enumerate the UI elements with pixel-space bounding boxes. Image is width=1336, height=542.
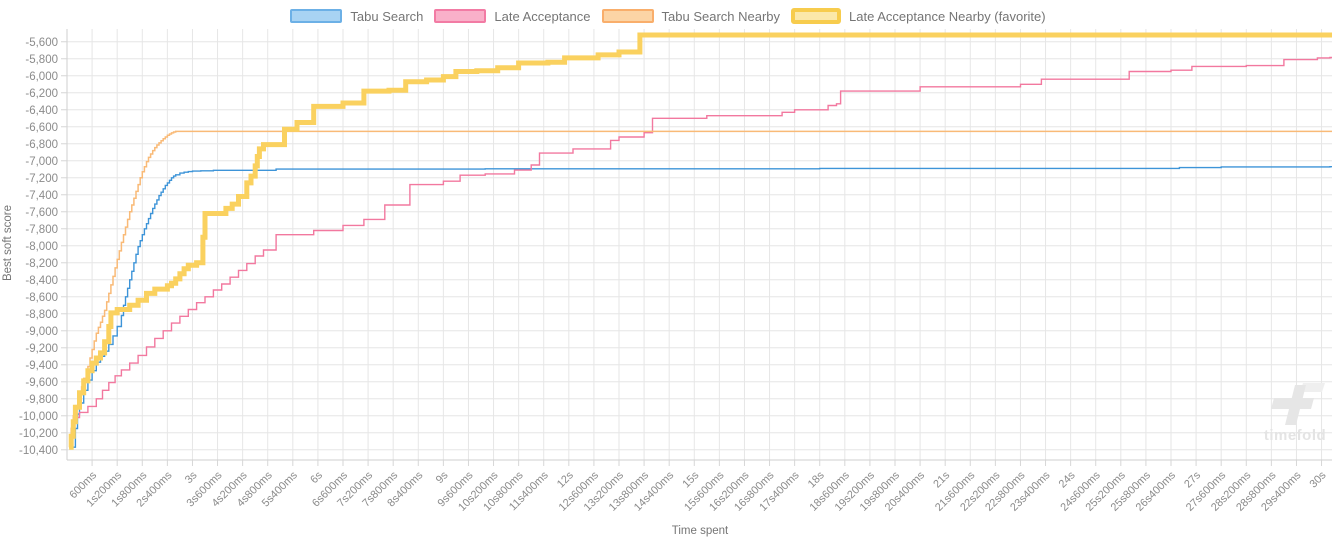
- svg-text:-10,000: -10,000: [19, 411, 58, 423]
- timefold-logo-icon: [1300, 383, 1325, 392]
- legend-item-tabu-search-nearby[interactable]: Tabu Search Nearby: [601, 8, 781, 24]
- legend-label: Tabu Search: [350, 8, 424, 24]
- chart-grid: [66, 29, 1332, 461]
- y-axis-title: Best soft score: [2, 205, 14, 281]
- svg-text:-10,400: -10,400: [19, 445, 58, 457]
- svg-text:-6,600: -6,600: [25, 122, 58, 134]
- legend-label: Late Acceptance: [494, 8, 591, 24]
- svg-text:-7,000: -7,000: [25, 156, 58, 168]
- svg-text:-7,400: -7,400: [25, 190, 58, 202]
- svg-text:15s: 15s: [680, 469, 701, 490]
- svg-text:12s: 12s: [555, 469, 576, 490]
- svg-text:-8,000: -8,000: [25, 241, 58, 253]
- series-line-late-acceptance: [69, 56, 1332, 448]
- svg-text:-8,400: -8,400: [25, 275, 58, 287]
- legend-item-late-acceptance-nearby-favorite[interactable]: Late Acceptance Nearby (favorite): [791, 8, 1046, 24]
- svg-text:-9,000: -9,000: [25, 326, 58, 338]
- svg-text:-6,200: -6,200: [25, 88, 58, 100]
- legend-item-late-acceptance[interactable]: Late Acceptance: [434, 8, 591, 24]
- svg-text:30s: 30s: [1308, 469, 1329, 490]
- series-line-tabu-search-nearby: [69, 130, 1332, 448]
- svg-text:-6,800: -6,800: [25, 139, 58, 151]
- series-line-tabu-search: [73, 166, 1332, 448]
- svg-text:24s: 24s: [1057, 469, 1078, 490]
- chart-series: [68, 32, 1332, 450]
- x-axis-title: Time spent: [672, 525, 729, 537]
- svg-text:3s: 3s: [183, 469, 200, 486]
- legend-item-tabu-search[interactable]: Tabu Search: [290, 9, 423, 24]
- svg-text:-7,200: -7,200: [25, 173, 58, 185]
- svg-text:-9,400: -9,400: [25, 360, 58, 372]
- svg-text:27s: 27s: [1182, 469, 1203, 490]
- legend-label: Tabu Search Nearby: [661, 8, 781, 24]
- svg-text:-7,800: -7,800: [25, 224, 58, 236]
- legend-swatch-tabu-search-nearby: [601, 9, 654, 23]
- svg-text:-8,600: -8,600: [25, 292, 58, 304]
- legend-label: Late Acceptance Nearby (favorite): [849, 8, 1046, 24]
- svg-text:-9,600: -9,600: [25, 377, 58, 389]
- timefold-watermark: timefold: [1264, 383, 1326, 444]
- svg-text:-9,800: -9,800: [25, 394, 58, 406]
- svg-text:-5,600: -5,600: [25, 37, 58, 49]
- svg-text:21s: 21s: [931, 469, 952, 490]
- svg-text:6s: 6s: [308, 469, 325, 486]
- svg-text:-8,200: -8,200: [25, 258, 58, 270]
- legend-swatch-tabu-search: [290, 9, 343, 23]
- chart-legend: Tabu Search Late Acceptance Tabu Search Ne…: [0, 6, 1336, 26]
- svg-text:-6,000: -6,000: [25, 71, 58, 83]
- svg-text:-9,200: -9,200: [25, 343, 58, 355]
- svg-text:-6,400: -6,400: [25, 105, 58, 117]
- y-axis-ticks: -5,600 -5,800 -6,000 -6,200 -6,400 -6,600 -6,8…: [19, 37, 67, 457]
- svg-text:-5,800: -5,800: [25, 54, 58, 66]
- watermark-label: timefold: [1264, 427, 1326, 444]
- legend-swatch-late-acceptance-nearby-favorite: [791, 8, 842, 24]
- svg-text:9s: 9s: [434, 469, 451, 486]
- svg-text:18s: 18s: [806, 469, 827, 490]
- svg-text:-8,800: -8,800: [25, 309, 58, 321]
- svg-text:-7,600: -7,600: [25, 207, 58, 219]
- legend-swatch-late-acceptance: [434, 9, 487, 23]
- series-line-late-acceptance-nearby-favorite: [68, 32, 1332, 450]
- timefold-logo-icon: [1285, 385, 1306, 425]
- svg-text:-10,200: -10,200: [19, 428, 58, 440]
